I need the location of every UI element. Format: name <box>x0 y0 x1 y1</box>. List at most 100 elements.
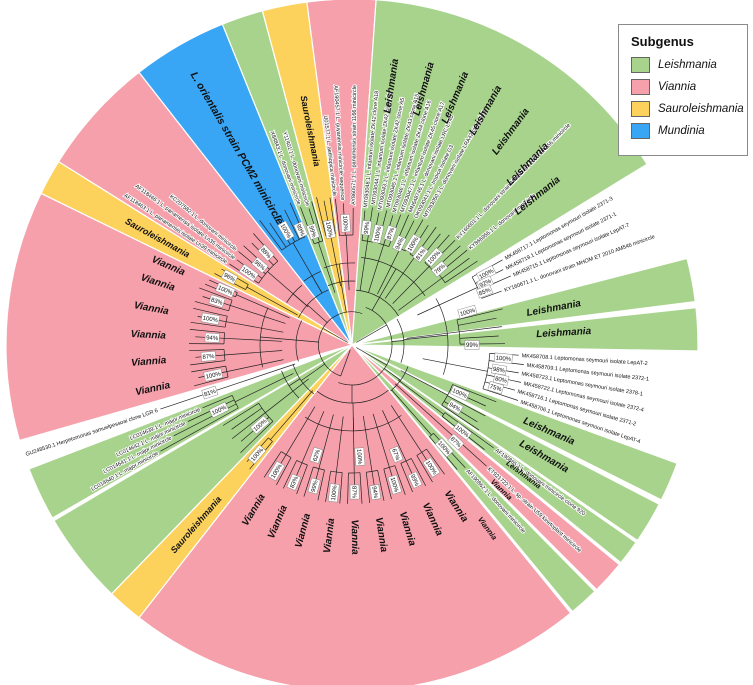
bootstrap-value: 80% <box>492 373 510 386</box>
bootstrap-value: 94% <box>369 484 382 501</box>
bootstrap-value: 100% <box>457 304 478 319</box>
subgenus-label: Viannia <box>373 517 389 554</box>
svg-text:94%: 94% <box>206 335 219 342</box>
sector-green <box>351 306 699 352</box>
bootstrap-value: 87% <box>349 484 360 500</box>
bootstrap-value: 94% <box>204 332 220 343</box>
legend-label: Mundinia <box>658 125 705 137</box>
bootstrap-value: 100% <box>323 219 336 239</box>
bootstrap-value: 99% <box>464 340 480 350</box>
bootstrap-value: 100% <box>203 368 224 382</box>
svg-text:96%: 96% <box>222 273 236 284</box>
bootstrap-value: 75% <box>487 380 505 395</box>
svg-text:94%: 94% <box>448 402 462 414</box>
bootstrap-value: 94% <box>391 234 407 253</box>
svg-text:83%: 83% <box>210 297 224 307</box>
svg-text:87%: 87% <box>202 354 215 361</box>
svg-text:100%: 100% <box>495 356 511 363</box>
legend-label: Leishmania <box>658 59 717 71</box>
bootstrap-value: 99% <box>407 471 423 489</box>
legend-items: Leishmania Viannia Sauroleishmania Mundinia <box>631 57 744 139</box>
svg-text:100%: 100% <box>451 388 468 400</box>
legend-swatch-viannia <box>631 79 650 95</box>
bootstrap-value: 62% <box>309 446 323 464</box>
bootstrap-value: 99% <box>307 477 321 495</box>
bootstrap-value: 99% <box>306 223 320 240</box>
legend-swatch-sauroleishmania <box>631 101 650 117</box>
svg-text:100%: 100% <box>202 316 219 325</box>
bootstrap-value: 81% <box>201 385 219 400</box>
sector-green <box>351 344 596 613</box>
sector-green <box>351 257 696 346</box>
svg-text:83%: 83% <box>290 475 300 489</box>
svg-text:99%: 99% <box>307 225 317 239</box>
sector-green <box>351 344 637 564</box>
tip-label: AY860571.1 L. panamensis strain 1166 min… <box>351 85 358 205</box>
bootstrap-value: 100% <box>370 224 385 244</box>
sector-green <box>53 344 353 595</box>
svg-text:80%: 80% <box>494 376 508 385</box>
svg-text:100%: 100% <box>374 225 383 242</box>
bootstrap-value: 83% <box>286 473 302 491</box>
sector-pink <box>138 344 572 685</box>
bootstrap-value: 100% <box>340 213 351 233</box>
svg-text:87%: 87% <box>387 226 397 240</box>
subgenus-legend: Subgenus Leishmania Viannia Sauroleishmani… <box>618 24 748 156</box>
bootstrap-value: 100% <box>200 312 221 326</box>
svg-text:99%: 99% <box>364 221 371 234</box>
svg-text:98%: 98% <box>492 367 505 375</box>
sector-green <box>351 344 661 542</box>
bootstrap-value: 87% <box>200 350 217 362</box>
svg-text:100%: 100% <box>324 221 333 238</box>
sector-pink <box>5 192 354 442</box>
bootstrap-labels: 99% 100% 87%94% 100%81% 100%79% 100%92%85%100… <box>200 213 513 503</box>
legend-title: Subgenus <box>631 34 694 49</box>
svg-text:100%: 100% <box>217 285 234 297</box>
bootstrap-value: 100% <box>387 474 402 495</box>
bootstrap-value: 99% <box>293 221 309 239</box>
bootstrap-value: 87% <box>383 224 398 242</box>
svg-text:85%: 85% <box>478 287 492 297</box>
svg-text:99%: 99% <box>295 224 306 238</box>
bootstrap-value: 100% <box>215 282 236 298</box>
svg-text:99%: 99% <box>466 343 479 349</box>
subgenus-label: Viannia <box>131 355 167 369</box>
svg-text:100%: 100% <box>331 484 339 501</box>
svg-text:94%: 94% <box>395 237 406 251</box>
bootstrap-value: 85% <box>476 284 494 299</box>
svg-text:99%: 99% <box>409 474 420 488</box>
subgenus-label: Viannia <box>130 329 166 342</box>
svg-text:87%: 87% <box>350 486 356 499</box>
bootstrap-value: 67% <box>389 445 404 463</box>
svg-text:62%: 62% <box>313 448 323 462</box>
bootstrap-value: 100% <box>449 384 470 402</box>
sector-pink <box>351 344 621 591</box>
svg-text:67%: 67% <box>390 448 400 462</box>
bootstrap-value: 99% <box>360 220 373 236</box>
svg-text:94%: 94% <box>370 486 378 499</box>
legend-item-sauroleishmania: Sauroleishmania <box>631 101 744 117</box>
legend-item-viannia: Viannia <box>631 79 735 95</box>
subgenus-label: Leishmania <box>536 326 592 340</box>
legend-label: Sauroleishmania <box>658 103 744 115</box>
bootstrap-value: 100% <box>327 483 340 503</box>
svg-text:100%: 100% <box>355 449 362 465</box>
svg-text:81%: 81% <box>203 389 217 399</box>
bootstrap-value: 100% <box>354 447 366 467</box>
legend-swatch-mundinia <box>631 123 650 139</box>
svg-text:75%: 75% <box>489 384 503 393</box>
tree-backbone <box>259 257 449 432</box>
sector-yellow <box>261 1 353 346</box>
sector-green <box>28 344 353 519</box>
svg-text:92%: 92% <box>479 278 493 289</box>
legend-label: Viannia <box>658 81 697 93</box>
bootstrap-value: 100% <box>493 352 513 364</box>
bootstrap-value: 83% <box>208 294 226 308</box>
svg-text:100%: 100% <box>341 215 348 231</box>
sector-green <box>351 344 678 501</box>
legend-item-leishmania: Leishmania <box>631 57 735 73</box>
subgenus-label: Viannia <box>322 517 337 554</box>
svg-text:99%: 99% <box>311 479 320 493</box>
